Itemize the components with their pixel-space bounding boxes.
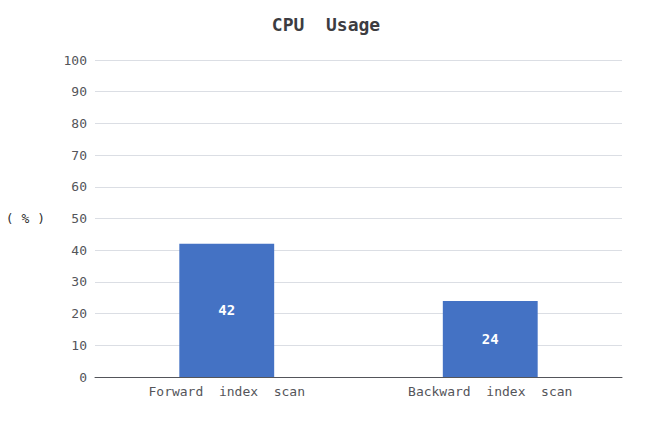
svg-text:80: 80 xyxy=(71,116,87,131)
svg-text:50: 50 xyxy=(71,211,87,226)
svg-text:90: 90 xyxy=(71,84,87,99)
svg-text:Forward index scan: Forward index scan xyxy=(148,384,305,399)
svg-text:( % ): ( % ) xyxy=(6,211,45,226)
svg-text:CPU Usage: CPU Usage xyxy=(272,14,381,35)
svg-text:20: 20 xyxy=(71,306,87,321)
svg-text:40: 40 xyxy=(71,243,87,258)
svg-text:60: 60 xyxy=(71,179,87,194)
svg-text:Backward index scan: Backward index scan xyxy=(408,384,572,399)
svg-text:10: 10 xyxy=(71,338,87,353)
svg-text:70: 70 xyxy=(71,148,87,163)
svg-text:0: 0 xyxy=(79,370,87,385)
svg-text:30: 30 xyxy=(71,274,87,289)
svg-text:100: 100 xyxy=(64,53,87,68)
svg-text:24: 24 xyxy=(482,331,499,347)
svg-text:42: 42 xyxy=(218,302,235,318)
